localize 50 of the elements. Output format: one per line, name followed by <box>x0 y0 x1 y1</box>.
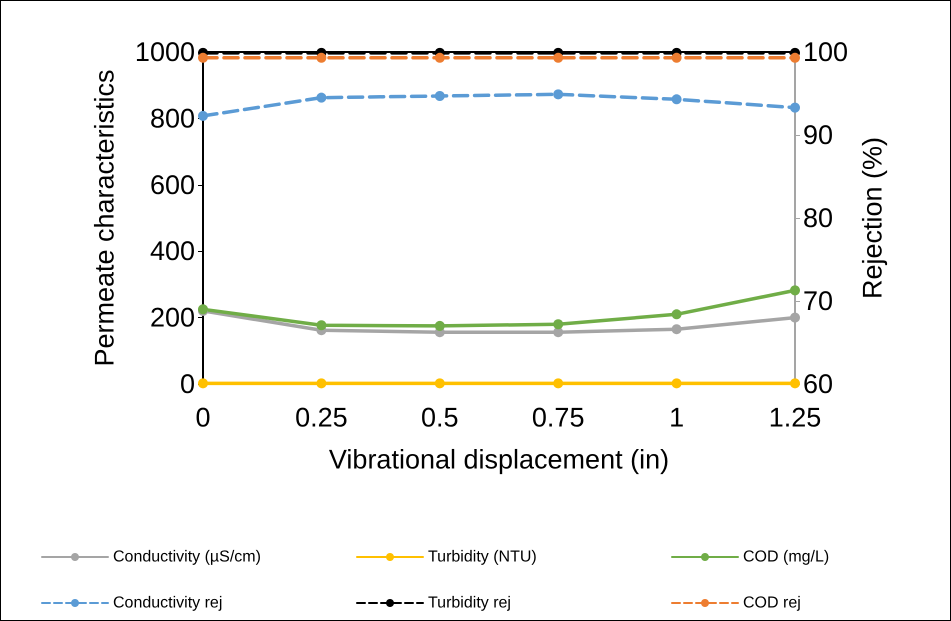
point <box>198 52 208 63</box>
point <box>672 309 682 320</box>
y2-axis-title: Rejection (%) <box>857 136 888 300</box>
point <box>553 52 564 63</box>
point <box>434 320 445 331</box>
point <box>553 89 564 100</box>
y2-tick-label: 100 <box>803 37 848 67</box>
legend-label: Turbidity rej <box>428 594 511 612</box>
y2-tick-label: 90 <box>803 120 834 150</box>
x-tick-label: 1.25 <box>768 402 822 432</box>
point <box>672 324 682 334</box>
point <box>434 52 445 63</box>
y-tick-label: 0 <box>180 369 195 399</box>
y2-tick-label: 60 <box>803 369 834 399</box>
point <box>790 378 800 388</box>
y-tick-label: 800 <box>150 103 195 134</box>
point <box>790 285 800 296</box>
point <box>790 102 800 113</box>
point <box>316 92 326 103</box>
x-tick-label: 1 <box>669 402 684 432</box>
y-tick-label: 1000 <box>134 37 195 67</box>
point <box>672 94 682 104</box>
x-tick-label: 0.75 <box>532 402 584 432</box>
point <box>672 378 682 388</box>
point <box>553 319 564 330</box>
y-tick-label: 200 <box>150 302 195 333</box>
point <box>553 378 564 388</box>
x-axis-title: Vibrational displacement (in) <box>328 444 670 474</box>
x-tick-label: 0.25 <box>295 402 348 432</box>
point <box>316 52 326 63</box>
point <box>434 378 445 388</box>
y-tick-label: 400 <box>150 236 195 266</box>
legend-label: Conductivity rej <box>113 594 222 612</box>
point <box>790 312 800 323</box>
point <box>790 52 800 63</box>
y-axis-title: Permeate characteristics <box>90 69 120 367</box>
point <box>316 320 326 330</box>
legend-label: COD rej <box>743 594 801 612</box>
y2-tick-label: 70 <box>803 286 834 316</box>
point <box>672 52 682 63</box>
point <box>316 378 326 388</box>
point <box>198 110 208 121</box>
point <box>434 90 445 101</box>
y-tick-label: 600 <box>150 170 195 200</box>
x-tick-label: 0.5 <box>421 402 459 432</box>
legend-label: COD (mg/L) <box>743 548 830 566</box>
legend-label: Conductivity (µS/cm) <box>113 548 261 566</box>
y2-tick-label: 80 <box>803 203 834 233</box>
legend-label: Turbidity (NTU) <box>428 548 537 566</box>
point <box>198 378 208 388</box>
